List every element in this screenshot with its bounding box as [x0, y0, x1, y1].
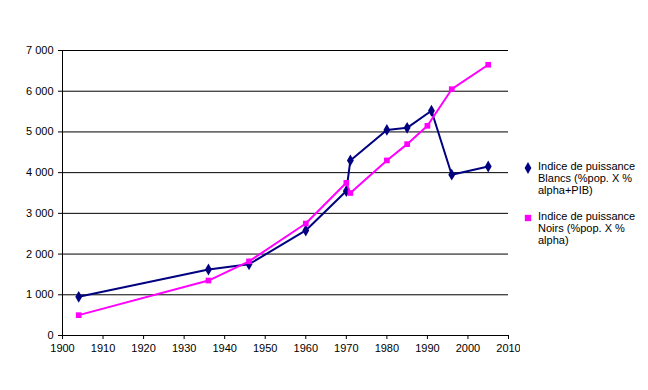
svg-text:1990: 1990 — [415, 342, 439, 354]
svg-text:2000: 2000 — [456, 342, 480, 354]
html-text:Indice de puissance Noirs (%po: Indice de puissance Noirs (%pop. X % alp… — [538, 210, 636, 246]
html-text:Indice de puissance Blancs (%p: Indice de puissance Blancs (%pop. X % al… — [538, 160, 636, 196]
svg-text:5 000: 5 000 — [26, 125, 54, 137]
svg-text:1920: 1920 — [131, 342, 155, 354]
svg-text:3 000: 3 000 — [26, 207, 54, 219]
svg-text:7 000: 7 000 — [26, 44, 54, 56]
svg-text:0: 0 — [47, 329, 53, 341]
svg-text:1940: 1940 — [212, 342, 236, 354]
svg-text:1930: 1930 — [172, 342, 196, 354]
svg-text:6 000: 6 000 — [26, 85, 54, 97]
svg-text:1950: 1950 — [253, 342, 277, 354]
svg-text:1910: 1910 — [91, 342, 115, 354]
svg-text:1970: 1970 — [334, 342, 358, 354]
svg-text:4 000: 4 000 — [26, 166, 54, 178]
svg-text:1900: 1900 — [50, 342, 74, 354]
svg-text:1 000: 1 000 — [26, 288, 54, 300]
svg-text:1960: 1960 — [294, 342, 318, 354]
svg-text:1980: 1980 — [375, 342, 399, 354]
svg-text:2010: 2010 — [496, 342, 520, 354]
html-text:Indices de puissance relative: Indices de puissance relative — [213, 30, 367, 44]
svg-text:2 000: 2 000 — [26, 248, 54, 260]
